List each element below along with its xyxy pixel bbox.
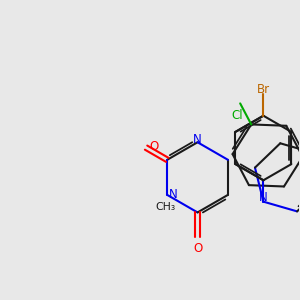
Text: O: O xyxy=(150,140,159,153)
Text: N: N xyxy=(193,133,202,146)
Text: Cl: Cl xyxy=(231,109,243,122)
Text: O: O xyxy=(193,242,202,255)
Text: N: N xyxy=(169,188,177,201)
Text: Br: Br xyxy=(257,83,270,96)
Text: N: N xyxy=(259,191,268,204)
Text: CH₃: CH₃ xyxy=(155,202,175,212)
